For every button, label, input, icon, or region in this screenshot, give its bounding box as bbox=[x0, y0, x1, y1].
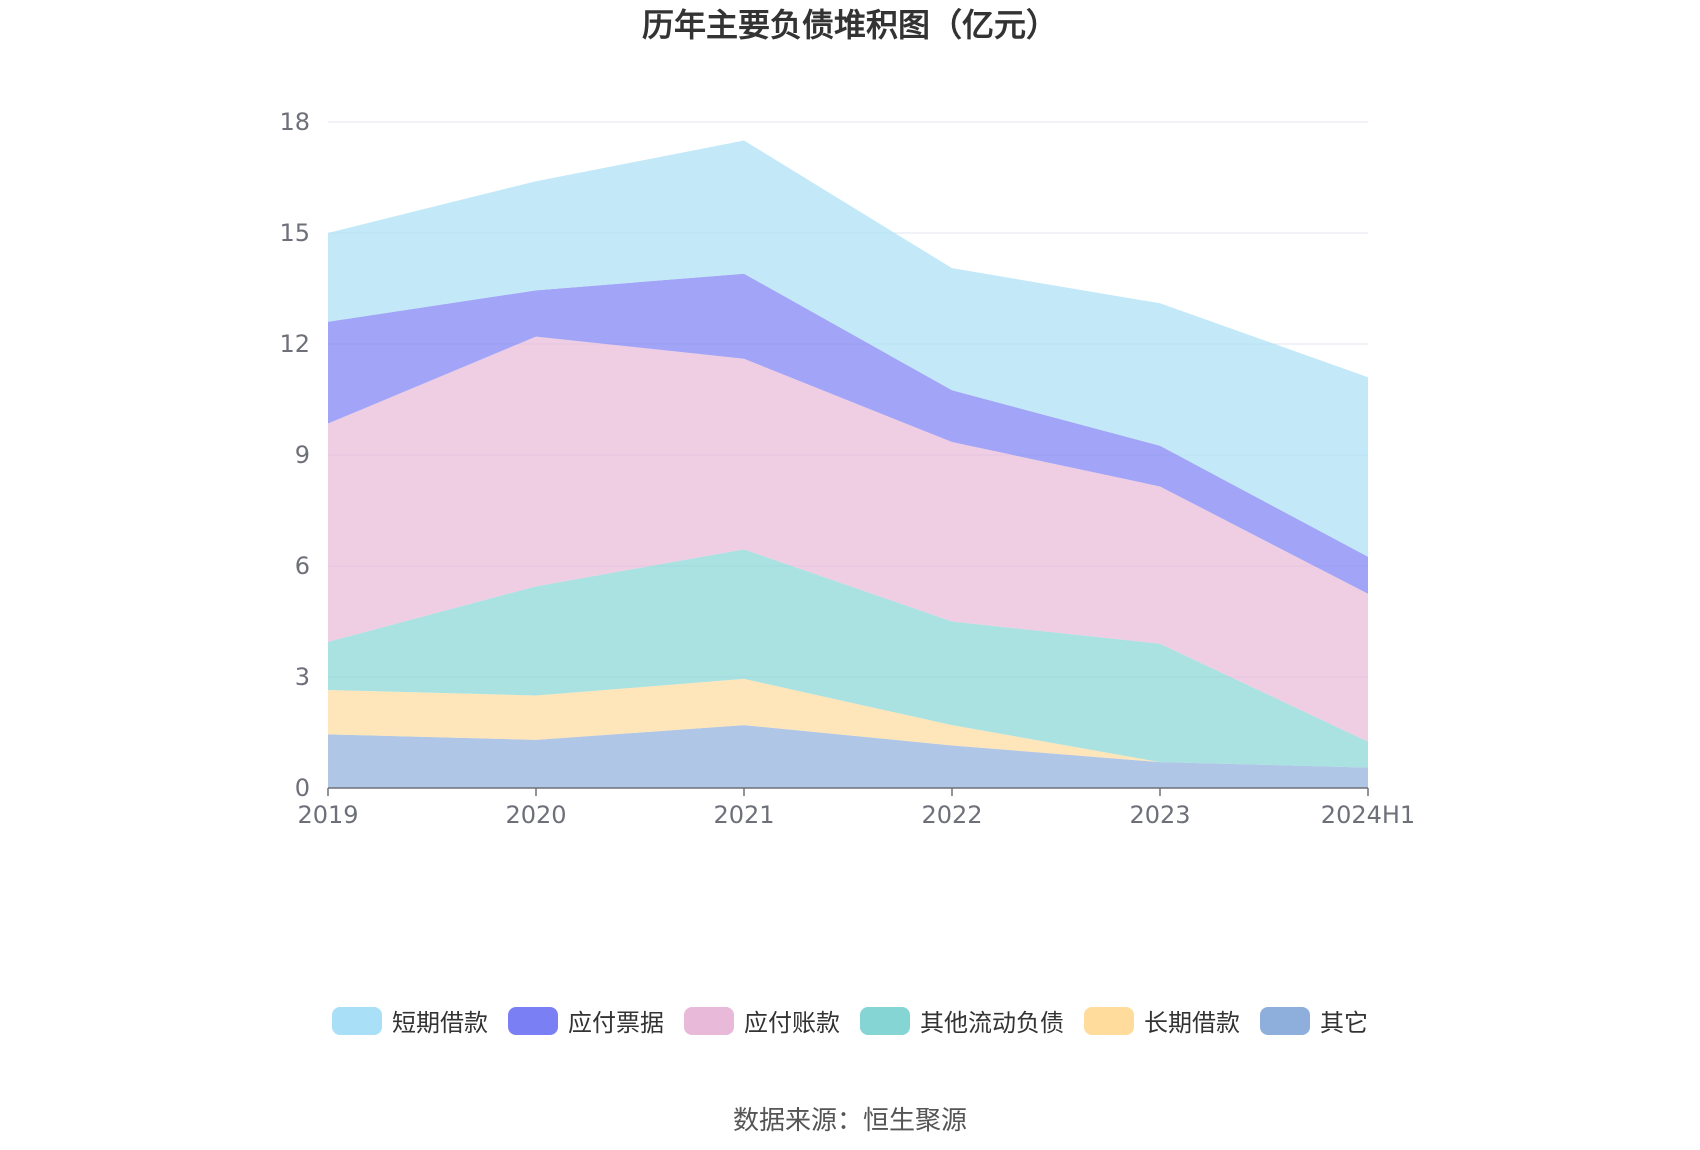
legend-swatch bbox=[860, 1006, 910, 1035]
legend-item[interactable]: 短期借款 bbox=[332, 1003, 488, 1038]
legend-item[interactable]: 其他流动负债 bbox=[860, 1003, 1064, 1038]
legend-label: 其他流动负债 bbox=[920, 1009, 1064, 1037]
legend-item[interactable]: 应付票据 bbox=[508, 1003, 664, 1038]
x-tick-label-2021: 2021 bbox=[713, 801, 774, 829]
legend-label: 应付账款 bbox=[744, 1009, 840, 1037]
stacked-area-chart: 0 3 6 9 12 15 18 2019 2020 2021 2022 2023 2024H1 bbox=[279, 108, 1415, 829]
area-其他流动负债 bbox=[328, 549, 1368, 768]
y-tick-label-0: 0 bbox=[295, 774, 310, 802]
chart-title: 历年主要负债堆积图（亿元） bbox=[641, 6, 1058, 44]
legend-swatch bbox=[332, 1006, 382, 1035]
legend-item[interactable]: 其它 bbox=[1260, 1003, 1368, 1038]
x-tick-label-2019: 2019 bbox=[297, 801, 358, 829]
legend-swatch bbox=[684, 1006, 734, 1035]
legend-item[interactable]: 长期借款 bbox=[1084, 1003, 1240, 1038]
x-tick-label-2024H1: 2024H1 bbox=[1321, 801, 1415, 829]
x-tick-label-2020: 2020 bbox=[505, 801, 566, 829]
area-短期借款 bbox=[328, 140, 1368, 557]
y-tick-label-6: 6 bbox=[295, 552, 310, 580]
y-tick-label-12: 12 bbox=[279, 330, 310, 358]
legend-label: 应付票据 bbox=[568, 1009, 664, 1037]
y-tick-label-15: 15 bbox=[279, 219, 310, 247]
legend-swatch bbox=[1260, 1006, 1310, 1035]
legend-item[interactable]: 应付账款 bbox=[684, 1003, 840, 1038]
y-tick-label-18: 18 bbox=[279, 108, 310, 136]
series-areas bbox=[328, 140, 1368, 788]
legend: 短期借款 应付票据 应付账款 其他流动负债 长期借款 其它 bbox=[0, 1003, 1700, 1038]
area-其它 bbox=[328, 725, 1368, 788]
area-应付账款 bbox=[328, 336, 1368, 742]
y-tick-label-9: 9 bbox=[295, 441, 310, 469]
legend-swatch bbox=[1084, 1006, 1134, 1035]
legend-label: 长期借款 bbox=[1144, 1009, 1240, 1037]
legend-swatch bbox=[508, 1006, 558, 1035]
legend-label: 其它 bbox=[1320, 1009, 1368, 1037]
data-source: 数据来源：恒生聚源 bbox=[732, 1106, 967, 1136]
x-tick-label-2023: 2023 bbox=[1129, 801, 1190, 829]
y-tick-label-3: 3 bbox=[295, 663, 310, 691]
legend-label: 短期借款 bbox=[392, 1009, 488, 1037]
area-应付票据 bbox=[328, 273, 1368, 594]
axes: 0 3 6 9 12 15 18 2019 2020 2021 2022 2023 2024H1 bbox=[279, 108, 1415, 829]
x-tick-label-2022: 2022 bbox=[921, 801, 982, 829]
area-长期借款 bbox=[328, 678, 1368, 768]
